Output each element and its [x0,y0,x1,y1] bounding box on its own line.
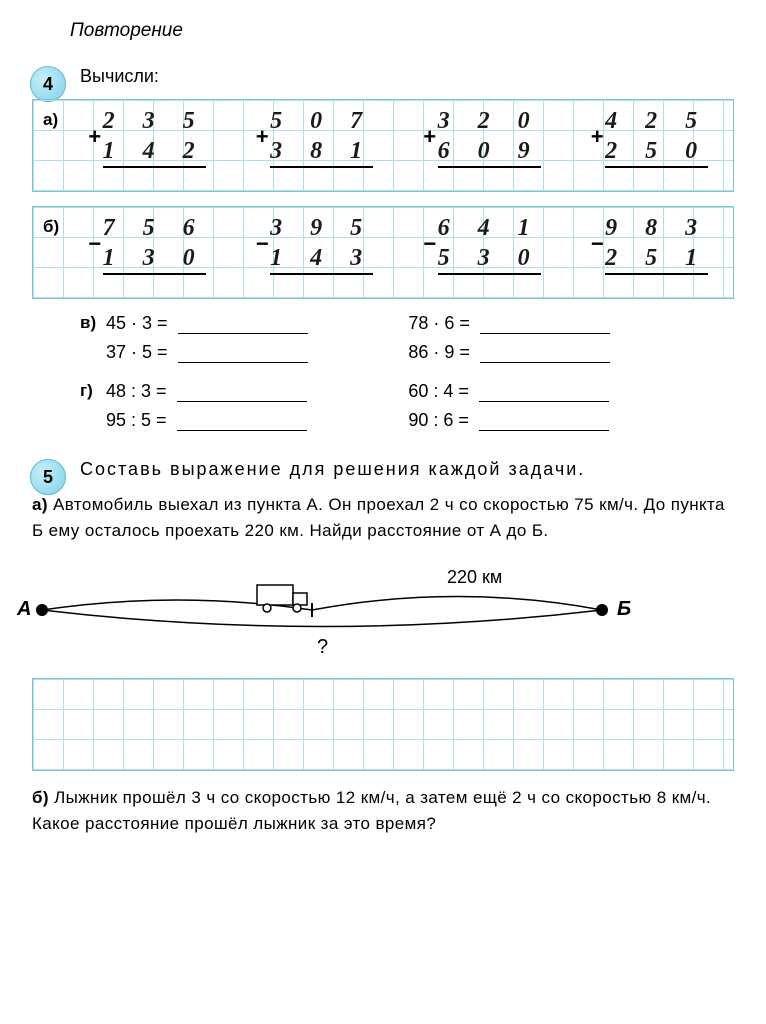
plus-sign: + [88,124,101,150]
blank-line [479,401,609,402]
ex5-instruction: Составь выражение для решения каждой зад… [80,459,736,480]
b3-top: 6 4 1 [438,213,541,243]
a2-bottom: 3 8 1 [270,136,373,168]
minus-sign: − [590,231,603,257]
col-prob-b4: − 9 8 3 2 5 1 [590,213,708,275]
col-prob-b3: − 6 4 1 5 3 0 [423,213,541,275]
d-left1: 48 : 3 = [106,381,167,402]
problem-5a: а) Автомобиль выехал из пункта А. Он про… [32,492,736,545]
col-prob-b1: − 7 5 6 1 3 0 [88,213,206,275]
d-left2: 95 : 5 = [106,410,167,431]
part-b-text: Лыжник прошёл 3 ч со скоростью 12 км/ч, … [32,788,711,833]
exercise-4: 4 Вычисли: а) + 2 3 5 1 4 2 + 5 0 7 3 8 … [30,66,736,449]
row-c-label: в) [80,313,106,334]
distance-diagram: А Б 220 км ? [2,565,642,655]
ex4-instruction: Вычисли: [80,66,736,87]
part-a-text: Автомобиль выехал из пункта А. Он проеха… [32,495,725,540]
minus-sign: − [423,231,436,257]
part-b-label: б) [32,788,49,807]
b4-bottom: 2 5 1 [605,243,708,275]
diagram-distance-label: 220 км [447,567,502,587]
a1-top: 2 3 5 [103,106,206,136]
col-prob-a1: + 2 3 5 1 4 2 [88,106,206,168]
blank-line [177,401,307,402]
d-right2: 90 : 6 = [408,410,469,431]
a4-top: 4 2 5 [605,106,708,136]
exercise-badge-4: 4 [30,66,66,102]
blank-line [479,430,609,431]
c-left1: 45 · 3 = [106,313,168,334]
plus-sign: + [423,124,436,150]
a3-top: 3 2 0 [438,106,541,136]
row-d: г) 48 : 3 = 60 : 4 = 95 : 5 = [80,381,736,431]
blank-line [480,362,610,363]
page-title: Повторение [70,20,736,42]
diagram-point-a: А [16,598,31,620]
truck-icon [257,585,307,612]
blank-line [480,333,610,334]
b3-bottom: 5 3 0 [438,243,541,275]
b1-top: 7 5 6 [103,213,206,243]
plus-sign: + [590,124,603,150]
answer-grid-5a [32,678,734,771]
a3-bottom: 6 0 9 [438,136,541,168]
exercise-badge-5: 5 [30,459,66,495]
col-prob-b2: − 3 9 5 1 4 3 [255,213,373,275]
diagram-question: ? [317,636,328,655]
minus-sign: − [88,231,101,257]
blank-line [178,333,308,334]
blank-line [178,362,308,363]
diagram-point-b: Б [617,598,631,620]
plus-sign: + [255,124,268,150]
b1-bottom: 1 3 0 [103,243,206,275]
b4-top: 9 8 3 [605,213,708,243]
minus-sign: − [255,231,268,257]
a2-top: 5 0 7 [270,106,373,136]
row-d-label: г) [80,381,106,402]
col-prob-a4: + 4 2 5 2 5 0 [590,106,708,168]
grid-row-a: а) + 2 3 5 1 4 2 + 5 0 7 3 8 1 [32,99,734,192]
col-prob-a2: + 5 0 7 3 8 1 [255,106,373,168]
problem-5b: б) Лыжник прошёл 3 ч со скоростью 12 км/… [32,785,736,838]
d-right1: 60 : 4 = [408,381,469,402]
a1-bottom: 1 4 2 [103,136,206,168]
grid-row-b: б) − 7 5 6 1 3 0 − 3 9 5 1 4 3 [32,206,734,299]
row-c: в) 45 · 3 = 78 · 6 = 37 · 5 = [80,313,736,363]
col-prob-a3: + 3 2 0 6 0 9 [423,106,541,168]
b2-top: 3 9 5 [270,213,373,243]
b2-bottom: 1 4 3 [270,243,373,275]
part-a-label: а) [32,495,48,514]
c-left2: 37 · 5 = [106,342,168,363]
c-right1: 78 · 6 = [408,313,470,334]
a4-bottom: 2 5 0 [605,136,708,168]
c-right2: 86 · 9 = [408,342,470,363]
exercise-5: 5 Составь выражение для решения каждой з… [30,459,736,851]
blank-line [177,430,307,431]
